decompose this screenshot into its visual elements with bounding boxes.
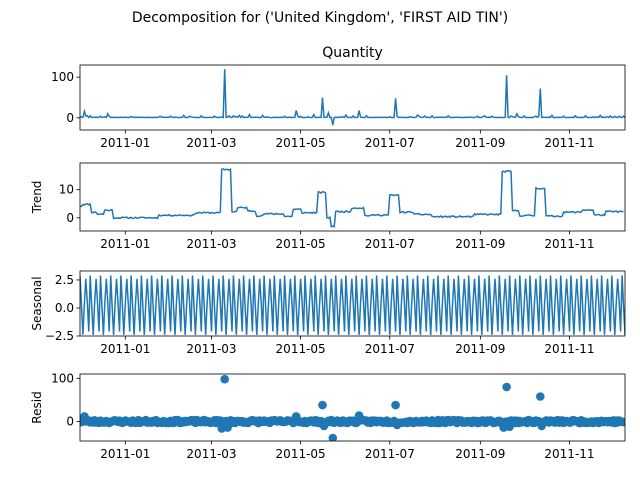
y-tick-label: 2.5 (55, 273, 74, 287)
y-tick-label: 0 (66, 211, 74, 225)
panel-trend: 0 10 2011-01 2011-03 2011-05 2011-07 2011-09 20… (30, 162, 626, 251)
x-tick-label: 2011-09 (455, 136, 505, 150)
series-area (80, 275, 625, 335)
y-tick-label: 0 (66, 415, 74, 429)
x-tick-label: 2011-07 (365, 136, 415, 150)
series-area (80, 374, 625, 441)
resid-point (328, 433, 338, 441)
resid-point (620, 417, 625, 427)
panel-title: Quantity (322, 45, 383, 61)
x-tick-label: 2011-05 (276, 447, 326, 461)
x-tick-label: 2011-11 (544, 342, 594, 356)
figure-title: Decomposition for ('United Kingdom', 'FI… (132, 10, 508, 26)
x-tick-label: 2011-03 (186, 447, 236, 461)
y-tick-label: 10 (59, 183, 74, 197)
y-tick-label: −2.5 (45, 329, 74, 343)
seasonal-line (80, 275, 625, 335)
x-tick-label: 2011-09 (455, 342, 505, 356)
x-tick-label: 2011-03 (186, 342, 236, 356)
y-tick-label: 0.0 (55, 301, 74, 315)
x-tick-label: 2011-05 (276, 136, 326, 150)
y-tick-label: 100 (51, 371, 74, 385)
y-tick-label: 100 (51, 70, 74, 84)
x-tick-label: 2011-07 (365, 447, 415, 461)
x-tick-label: 2011-05 (276, 342, 326, 356)
x-tick-label: 2011-01 (100, 136, 150, 150)
panel-resid: 0 100 2011-01 2011-03 2011-05 2011-07 2011-09 2… (30, 371, 626, 461)
quantity-line (80, 69, 625, 126)
x-tick-label: 2011-03 (186, 136, 236, 150)
resid-point (536, 392, 545, 401)
y-axis-label: Seasonal (30, 276, 44, 330)
series-area (80, 69, 625, 126)
x-tick-label: 2011-07 (365, 237, 415, 251)
panel-seasonal: −2.5 0.0 2.5 2011-01 2011-03 2011-05 2011-07 20… (30, 270, 626, 356)
axes-frame (79, 64, 626, 131)
x-tick-label: 2011-03 (186, 237, 236, 251)
axes-frame (79, 162, 626, 232)
x-tick-label: 2011-11 (544, 136, 594, 150)
x-tick-label: 2011-07 (365, 342, 415, 356)
resid-point (220, 374, 229, 384)
x-tick-label: 2011-05 (276, 237, 326, 251)
series-area (80, 167, 624, 228)
x-tick-label: 2011-01 (100, 237, 150, 251)
x-tick-label: 2011-01 (100, 342, 150, 356)
x-tick-label: 2011-11 (544, 447, 594, 461)
resid-point (318, 400, 327, 410)
y-tick-label: 0 (66, 111, 74, 125)
trend-line (80, 167, 624, 228)
x-tick-label: 2011-09 (455, 447, 505, 461)
x-tick-label: 2011-01 (100, 447, 150, 461)
axes-frame (79, 270, 626, 337)
y-axis-label: Resid (30, 391, 44, 423)
axes-frame (79, 373, 626, 442)
resid-point (502, 382, 511, 392)
y-axis-label: Trend (30, 181, 44, 215)
x-tick-label: 2011-09 (455, 237, 505, 251)
x-tick-label: 2011-11 (544, 237, 594, 251)
panel-quantity: 0 100 2011-01 2011-03 2011-05 2011-07 2011-09 2… (51, 45, 626, 150)
resid-point (391, 400, 400, 410)
